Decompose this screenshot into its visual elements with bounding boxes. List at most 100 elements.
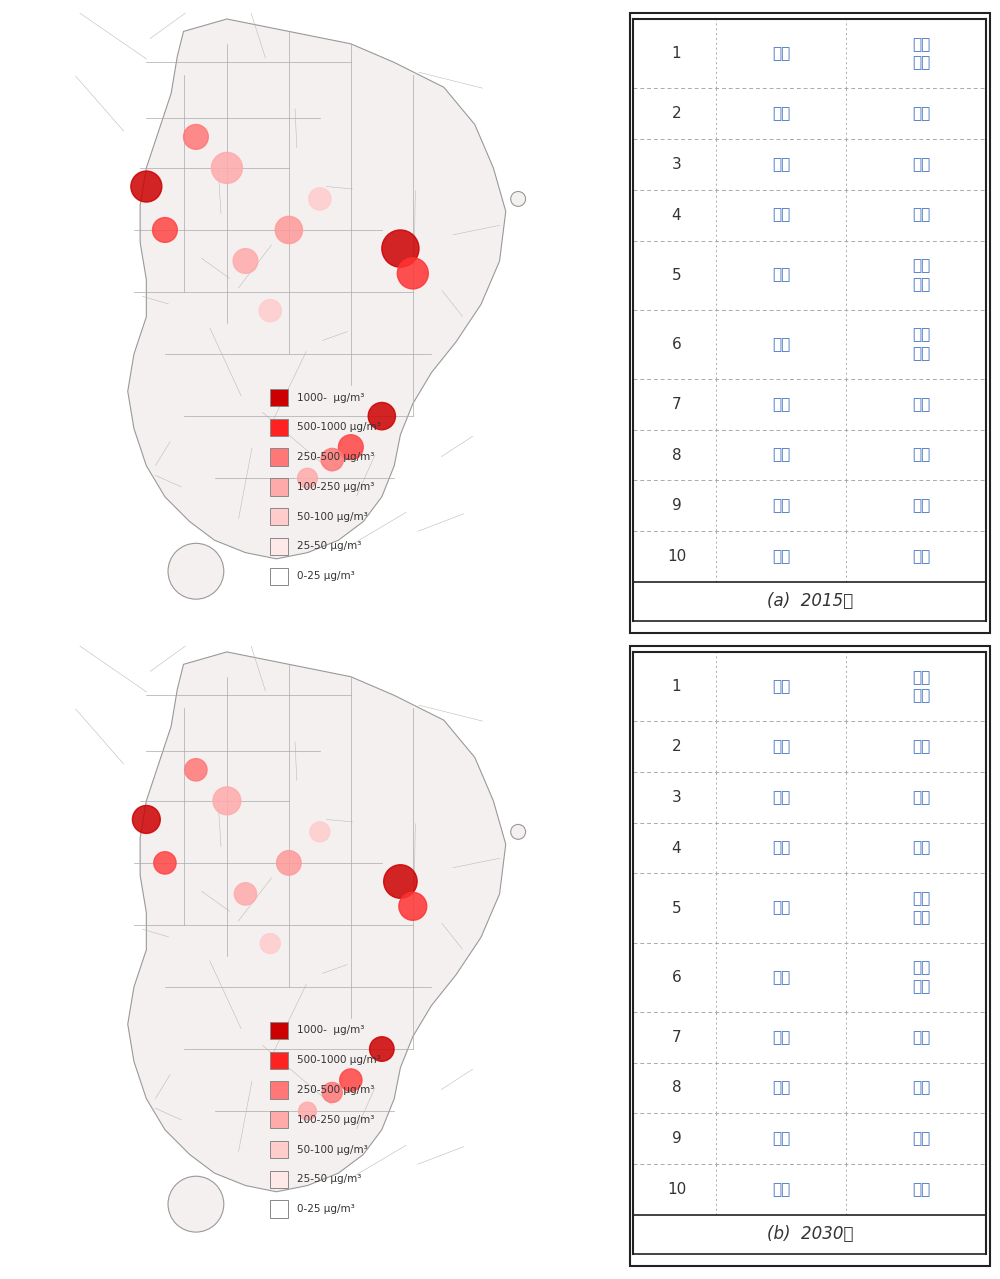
Circle shape: [321, 449, 343, 471]
Circle shape: [234, 883, 257, 906]
Text: 10: 10: [667, 549, 686, 564]
Circle shape: [310, 822, 330, 842]
FancyBboxPatch shape: [630, 13, 990, 633]
Text: 창원
진해: 창원 진해: [912, 891, 931, 925]
Polygon shape: [128, 19, 506, 559]
Text: (a)  2015년: (a) 2015년: [767, 592, 853, 610]
FancyBboxPatch shape: [633, 481, 986, 531]
Text: 인천: 인천: [772, 1182, 790, 1197]
Circle shape: [511, 192, 526, 206]
Text: 7: 7: [672, 1030, 681, 1045]
Circle shape: [368, 403, 395, 430]
FancyBboxPatch shape: [270, 1111, 288, 1128]
Circle shape: [275, 216, 303, 243]
Circle shape: [260, 934, 280, 954]
FancyBboxPatch shape: [633, 1114, 986, 1164]
FancyBboxPatch shape: [270, 537, 288, 555]
Text: 포항
남구: 포항 남구: [912, 670, 931, 703]
Circle shape: [322, 1082, 342, 1102]
FancyBboxPatch shape: [633, 531, 986, 582]
Text: 당진: 당진: [912, 739, 931, 753]
Text: 당진: 당진: [912, 106, 931, 122]
Circle shape: [338, 435, 363, 459]
Circle shape: [259, 299, 281, 322]
FancyBboxPatch shape: [633, 310, 986, 379]
Text: 경남: 경남: [772, 969, 790, 985]
Text: 서구: 서구: [912, 499, 931, 513]
Circle shape: [154, 852, 176, 874]
Text: 전남: 전남: [772, 789, 790, 804]
FancyBboxPatch shape: [270, 508, 288, 526]
Text: 4: 4: [672, 207, 681, 223]
FancyBboxPatch shape: [633, 19, 986, 88]
Circle shape: [131, 171, 162, 202]
Text: 동구: 동구: [912, 840, 931, 856]
Text: 250-500 μg/m³: 250-500 μg/m³: [297, 451, 374, 462]
FancyBboxPatch shape: [270, 568, 288, 585]
FancyBboxPatch shape: [633, 874, 986, 943]
Text: 인천: 인천: [772, 207, 790, 223]
Text: 서구: 서구: [912, 1132, 931, 1146]
Text: 대구: 대구: [772, 499, 790, 513]
Circle shape: [370, 1037, 394, 1062]
Circle shape: [340, 1069, 362, 1091]
FancyBboxPatch shape: [270, 1022, 288, 1039]
Text: 포항
남구: 포항 남구: [912, 37, 931, 70]
Text: 남구: 남구: [912, 1182, 931, 1197]
Text: 광양: 광양: [912, 157, 931, 171]
Text: 9: 9: [672, 1132, 681, 1146]
Text: 남구: 남구: [912, 1030, 931, 1045]
FancyBboxPatch shape: [633, 721, 986, 771]
Text: 5: 5: [672, 900, 681, 916]
Text: 3: 3: [672, 789, 681, 804]
Text: 전남: 전남: [772, 1081, 790, 1096]
Text: 50-100 μg/m³: 50-100 μg/m³: [297, 512, 368, 522]
Text: 창원
성산: 창원 성산: [912, 327, 931, 361]
Circle shape: [132, 806, 160, 834]
Text: 25-50 μg/m³: 25-50 μg/m³: [297, 1174, 361, 1184]
Circle shape: [211, 152, 242, 183]
FancyBboxPatch shape: [633, 943, 986, 1012]
Text: 500-1000 μg/m³: 500-1000 μg/m³: [297, 422, 381, 432]
Circle shape: [511, 825, 526, 839]
Text: 2: 2: [672, 106, 681, 122]
FancyBboxPatch shape: [633, 1063, 986, 1114]
FancyBboxPatch shape: [633, 240, 986, 310]
Text: 250-500 μg/m³: 250-500 μg/m³: [297, 1085, 374, 1095]
Circle shape: [213, 787, 241, 815]
FancyBboxPatch shape: [270, 418, 288, 436]
FancyBboxPatch shape: [270, 449, 288, 466]
FancyBboxPatch shape: [270, 1170, 288, 1188]
Text: 8: 8: [672, 448, 681, 463]
FancyBboxPatch shape: [633, 189, 986, 240]
Text: 울산: 울산: [772, 396, 790, 412]
Circle shape: [397, 258, 428, 289]
Text: 전남: 전남: [772, 448, 790, 463]
Circle shape: [277, 851, 301, 875]
FancyBboxPatch shape: [633, 771, 986, 822]
Text: 동구: 동구: [912, 207, 931, 223]
FancyBboxPatch shape: [633, 1012, 986, 1063]
Polygon shape: [128, 652, 506, 1192]
Text: 100-250 μg/m³: 100-250 μg/m³: [297, 482, 374, 492]
Text: 6: 6: [672, 969, 681, 985]
Circle shape: [153, 217, 177, 243]
Text: 8: 8: [672, 1081, 681, 1096]
FancyBboxPatch shape: [270, 389, 288, 407]
Text: 장성: 장성: [912, 1081, 931, 1096]
Text: 10: 10: [667, 1182, 686, 1197]
FancyBboxPatch shape: [270, 1141, 288, 1159]
FancyBboxPatch shape: [633, 88, 986, 139]
Text: 2: 2: [672, 739, 681, 753]
Text: 경남: 경남: [772, 267, 790, 283]
Text: 경북: 경북: [772, 679, 790, 694]
Text: 1000-  μg/m³: 1000- μg/m³: [297, 1026, 364, 1036]
Text: 대구: 대구: [772, 1132, 790, 1146]
Circle shape: [298, 468, 317, 489]
Text: 창원
성산: 창원 성산: [912, 961, 931, 994]
Text: 울산: 울산: [772, 1030, 790, 1045]
FancyBboxPatch shape: [633, 139, 986, 189]
Circle shape: [184, 124, 208, 150]
Text: 경남: 경남: [772, 336, 790, 352]
FancyBboxPatch shape: [633, 822, 986, 874]
